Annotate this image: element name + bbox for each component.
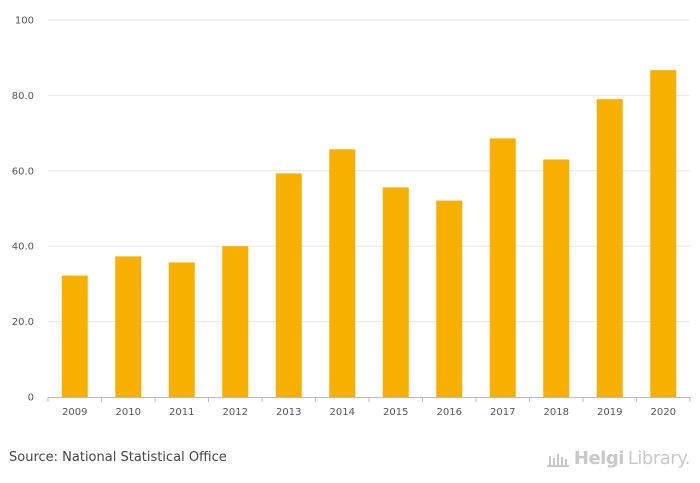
y-tick-label: 60.0	[12, 166, 34, 177]
y-tick-label: 40.0	[12, 242, 34, 253]
bar-chart: 0 20.0 40.0 60.0 80.0 100 2009 2010 2011 2012 2013…	[12, 16, 691, 418]
x-tick-label-2019: 2019	[597, 407, 622, 418]
x-tick-label-2009: 2009	[62, 407, 87, 418]
source-note: Source: National Statistical Office	[9, 450, 227, 465]
bar-2014	[329, 149, 356, 397]
bar-2019	[596, 99, 623, 398]
bar-2016	[436, 200, 463, 397]
x-tick-label-2018: 2018	[544, 407, 569, 418]
bar-2010	[115, 256, 142, 397]
bar-2013	[275, 173, 302, 397]
bar-2020	[650, 70, 677, 398]
bar-2015	[382, 187, 409, 397]
y-tick-label: 80.0	[12, 91, 34, 102]
logo-brand: Helgi	[573, 448, 625, 469]
x-tick-label-2012: 2012	[223, 407, 248, 418]
y-tick-label: 0	[28, 393, 34, 404]
bar-2012	[222, 246, 249, 397]
x-tick-label-2015: 2015	[383, 407, 408, 418]
logo-suffix: Library.	[627, 448, 691, 469]
library-building-icon	[546, 453, 569, 467]
x-tick-label-2017: 2017	[490, 407, 515, 418]
x-tick-label-2013: 2013	[276, 407, 301, 418]
x-tick-label-2020: 2020	[651, 407, 676, 418]
x-tick-label-2014: 2014	[330, 407, 355, 418]
y-tick-label: 100	[15, 16, 34, 27]
bar-2017	[489, 138, 516, 398]
y-tick-label: 20.0	[12, 317, 34, 328]
helgi-library-logo[interactable]: Helgi Library.	[546, 448, 691, 469]
bar-2011	[168, 262, 195, 397]
x-tick-label-2011: 2011	[169, 407, 194, 418]
bar-2009	[61, 275, 88, 397]
x-tick-label-2016: 2016	[437, 407, 462, 418]
bar-2018	[543, 159, 570, 397]
x-tick-label-2010: 2010	[116, 407, 141, 418]
